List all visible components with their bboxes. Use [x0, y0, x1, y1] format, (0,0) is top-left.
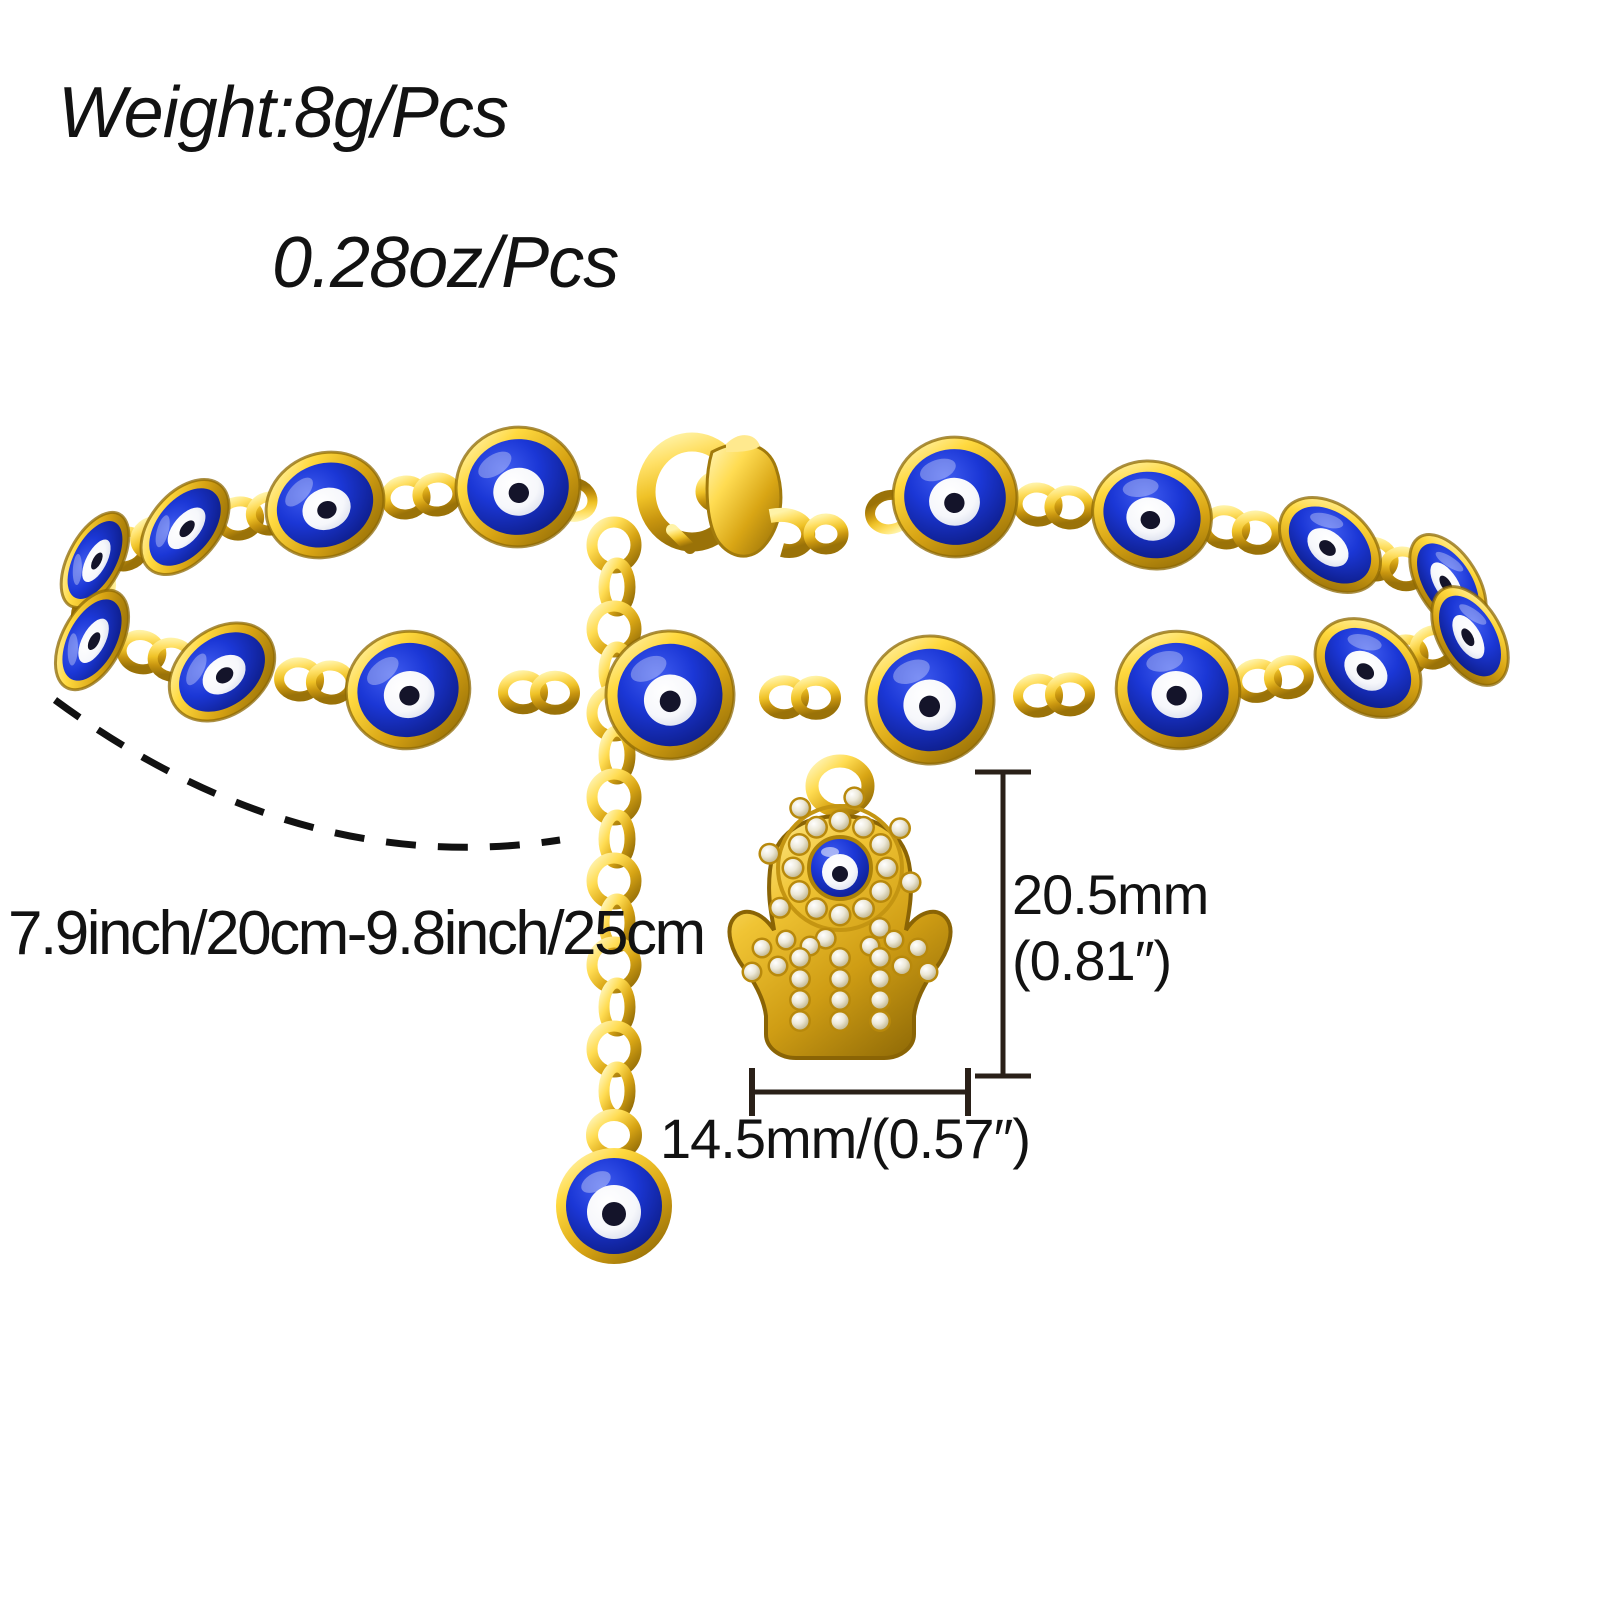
drop-eye-bead	[556, 1115, 672, 1264]
rhinestone	[832, 971, 849, 988]
evil-eye-bead	[250, 435, 400, 576]
rhinestone	[846, 789, 863, 806]
chain-link	[764, 680, 837, 715]
rhinestone	[770, 958, 786, 974]
rhinestone	[886, 932, 902, 948]
rhinestone	[761, 845, 778, 862]
jewelry-illustration	[0, 0, 1600, 1600]
rhinestone	[872, 992, 889, 1009]
rhinestone	[831, 812, 849, 830]
rhinestone	[771, 899, 788, 916]
evil-eye-bead	[150, 603, 294, 742]
rhinestone	[790, 883, 808, 901]
evil-eye-bead	[448, 419, 587, 555]
rhinestone	[831, 906, 849, 924]
link-loop-b	[416, 476, 459, 514]
evil-eye-bead	[862, 632, 999, 769]
rhinestone	[855, 900, 873, 918]
rhinestone	[792, 799, 809, 816]
rhinestone	[872, 971, 889, 988]
rhinestone	[784, 859, 802, 877]
rhinestone	[778, 932, 794, 948]
rhinestone	[792, 950, 809, 967]
clasp-jump-ring	[809, 519, 843, 549]
clasp-hook	[770, 515, 808, 551]
chain-link	[1017, 677, 1090, 714]
chain-link	[503, 675, 576, 710]
rhinestone	[855, 818, 873, 836]
rhinestone	[744, 964, 760, 980]
rhinestone	[792, 992, 809, 1009]
rhinestone	[832, 950, 849, 967]
rhinestone	[910, 940, 926, 956]
rhinestone	[872, 836, 890, 854]
link-loop-b	[1048, 489, 1091, 526]
rhinestone	[872, 950, 889, 967]
evil-eye-bead	[887, 431, 1023, 563]
size-arc-dashed	[55, 700, 560, 847]
evil-eye-bead	[1261, 478, 1399, 612]
rhinestone	[808, 900, 826, 918]
charm-height-inch-label: (0.81″)	[1012, 928, 1171, 993]
link-loop-b	[1234, 513, 1279, 553]
evil-eye-bead	[1078, 446, 1225, 584]
chain-link	[1016, 486, 1091, 526]
length-range-label: 7.9inch/20cm-9.8inch/25cm	[8, 898, 704, 969]
rhinestone	[832, 992, 849, 1009]
rhinestone	[920, 964, 936, 980]
hamsa-charm	[729, 738, 950, 1058]
rhinestone	[872, 1013, 889, 1030]
rhinestone	[872, 883, 890, 901]
link-loop-b	[1267, 658, 1311, 696]
weight-ounces-label: 0.28oz/Pcs	[272, 222, 618, 304]
chain-link	[278, 661, 353, 702]
rhinestone	[878, 859, 896, 877]
drop-bead-pupil	[602, 1202, 626, 1226]
evil-eye-bead	[1296, 598, 1441, 738]
rhinestone	[832, 1013, 849, 1030]
evil-eye-bead	[1104, 618, 1253, 762]
charm-width-label: 14.5mm/(0.57″)	[660, 1106, 1030, 1171]
rhinestone	[902, 874, 919, 891]
clasp-body	[707, 444, 781, 556]
weight-grams-label: Weight:8g/Pcs	[58, 72, 508, 154]
charm-height-mm-label: 20.5mm	[1012, 862, 1208, 927]
product-image-canvas: Weight:8g/Pcs 0.28oz/Pcs 7.9inch/20cm-9.…	[0, 0, 1600, 1600]
chain-link	[1203, 507, 1280, 552]
lobster-clasp	[646, 435, 843, 556]
rhinestone	[892, 820, 909, 837]
rhinestone	[790, 836, 808, 854]
hamsa-eye-highlight	[821, 847, 839, 857]
rhinestone	[894, 958, 910, 974]
extension-chain	[592, 522, 636, 1115]
rhinestone	[754, 940, 770, 956]
chain-link	[1235, 658, 1310, 700]
hamsa-eye-pupil	[832, 866, 848, 882]
rhinestone	[792, 1013, 809, 1030]
rhinestone	[808, 818, 826, 836]
chain-link	[384, 476, 459, 517]
rhinestone	[792, 971, 809, 988]
evil-eye-bead	[334, 618, 483, 762]
